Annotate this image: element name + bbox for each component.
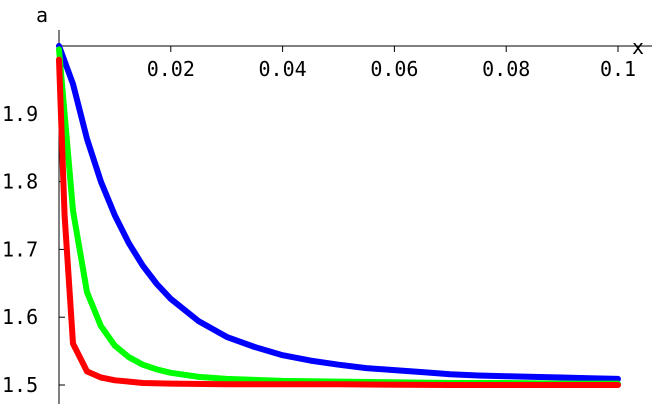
- x-ticks: 0.02 0.04 0.06 0.08 0.1: [147, 46, 636, 81]
- series-line-2: [56, 46, 621, 387]
- x-tick-label: 0.08: [482, 57, 530, 81]
- x-tick-label: 0.02: [147, 57, 195, 81]
- y-tick-label: 1.9: [2, 102, 38, 126]
- y-tick-label: 1.5: [2, 373, 38, 397]
- y-tick-label: 1.7: [2, 237, 38, 261]
- y-tick-label: 1.8: [2, 170, 38, 194]
- x-tick-label: 0.04: [259, 57, 307, 81]
- x-axis-label: x: [632, 35, 644, 59]
- series-line-3: [56, 56, 621, 388]
- series-layer: [56, 43, 621, 388]
- y-tick-label: 1.6: [2, 305, 38, 329]
- y-ticks: 1.5 1.6 1.7 1.8 1.9: [2, 102, 65, 397]
- y-axis-label: a: [36, 3, 48, 27]
- x-tick-label: 0.06: [370, 57, 418, 81]
- axes: x a: [36, 3, 652, 404]
- x-tick-label: 0.1: [600, 57, 636, 81]
- series-line-1: [56, 43, 621, 382]
